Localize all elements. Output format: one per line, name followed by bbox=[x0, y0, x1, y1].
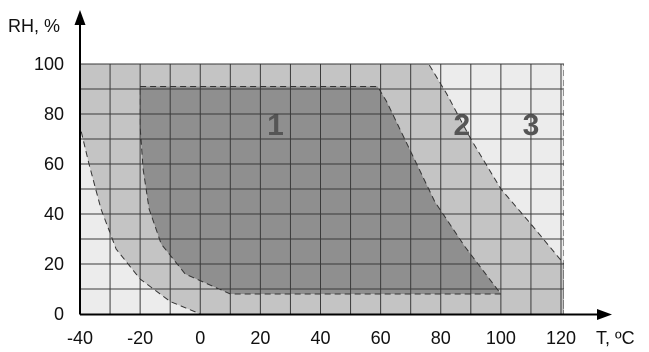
y-tick-label: 60 bbox=[44, 154, 64, 174]
zone-3-label: 3 bbox=[523, 109, 540, 142]
x-tick-label: 0 bbox=[195, 328, 205, 348]
x-axis-arrow bbox=[597, 309, 612, 320]
zone-3-boundary bbox=[80, 64, 565, 314]
zone-2-label: 2 bbox=[453, 109, 470, 142]
y-tick-label: 0 bbox=[54, 304, 64, 324]
y-axis-title: RH, % bbox=[8, 16, 60, 36]
x-tick-label: 80 bbox=[431, 328, 451, 348]
x-tick-label: 40 bbox=[310, 328, 330, 348]
zone-1-label: 1 bbox=[267, 109, 284, 142]
x-tick-label: -20 bbox=[127, 328, 153, 348]
x-tick-label: 100 bbox=[486, 328, 516, 348]
y-tick-label: 100 bbox=[34, 54, 64, 74]
x-axis-title: T, ºC bbox=[596, 328, 635, 348]
y-axis-arrow bbox=[74, 10, 86, 25]
x-tick-label: 20 bbox=[250, 328, 270, 348]
zone-1-boundary bbox=[139, 86, 502, 295]
y-tick-label: 80 bbox=[44, 104, 64, 124]
y-tick-label: 40 bbox=[44, 204, 64, 224]
x-tick-label: -40 bbox=[67, 328, 93, 348]
y-tick-label: 20 bbox=[44, 254, 64, 274]
x-tick-label: 60 bbox=[371, 328, 391, 348]
x-tick-label: 120 bbox=[546, 328, 576, 348]
